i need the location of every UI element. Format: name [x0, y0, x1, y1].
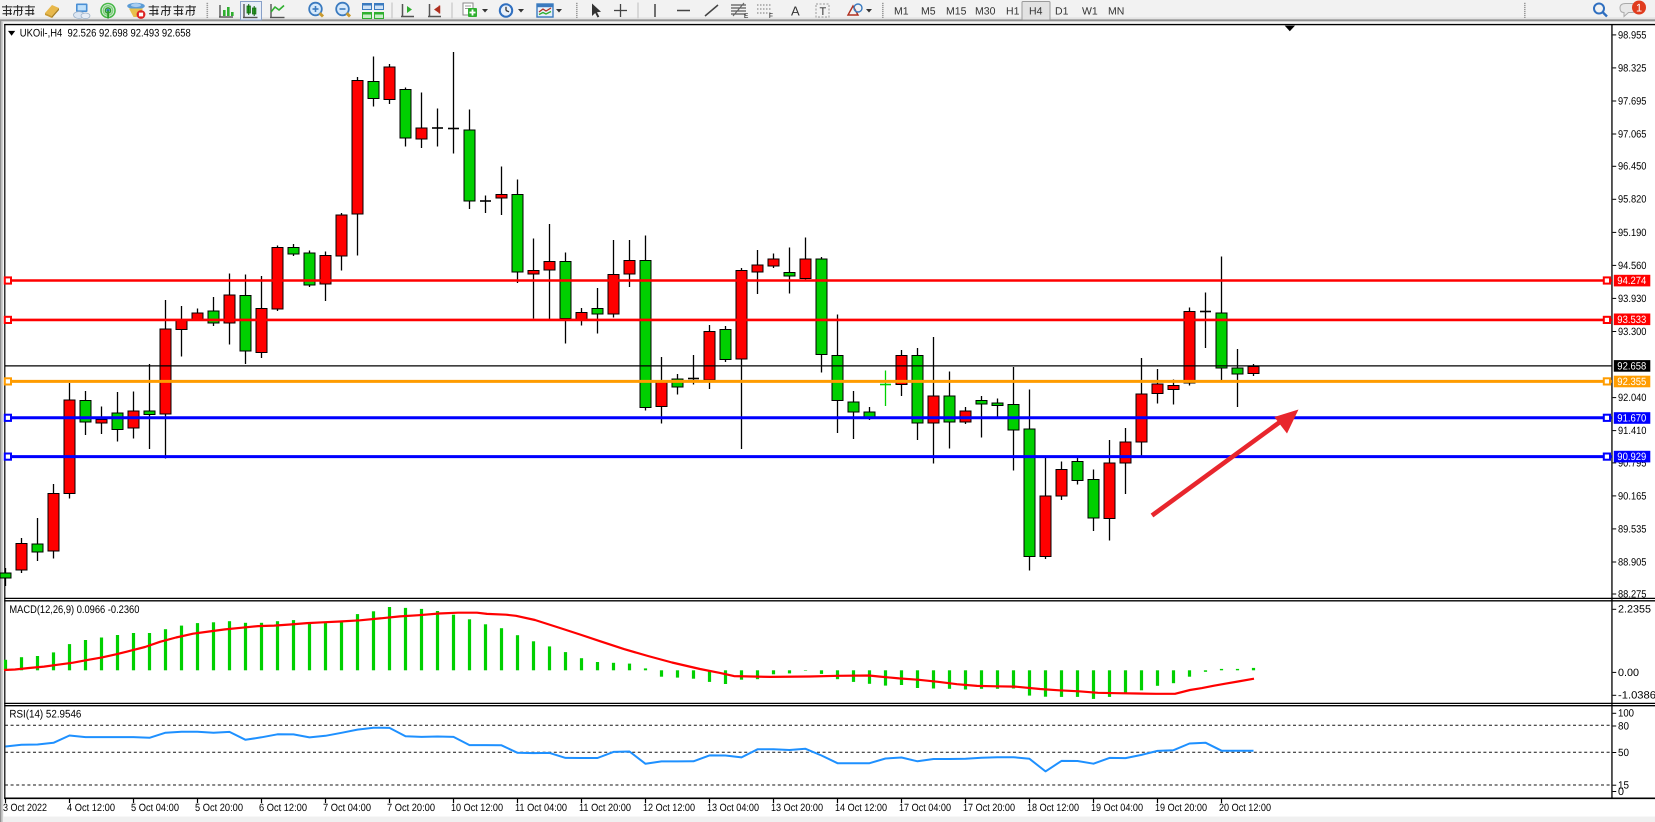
svg-text:88.905: 88.905 [1618, 556, 1647, 568]
svg-text:92.040: 92.040 [1618, 392, 1647, 404]
svg-text:MACD(12,26,9) 0.0966 -0.2360: MACD(12,26,9) 0.0966 -0.2360 [9, 604, 139, 616]
svg-text:RSI(14) 52.9546: RSI(14) 52.9546 [9, 708, 81, 720]
svg-text:17 Oct 04:00: 17 Oct 04:00 [899, 802, 951, 814]
svg-text:UKOil-,H4 92.526 92.698 92.49: UKOil-,H4 92.526 92.698 92.493 92.658 [20, 27, 191, 39]
svg-text:97.065: 97.065 [1618, 128, 1647, 140]
svg-text:4 Oct 12:00: 4 Oct 12:00 [67, 802, 115, 814]
svg-text:H1: H1 [1006, 6, 1020, 18]
svg-text:92.355: 92.355 [1617, 376, 1646, 388]
svg-text:88.275: 88.275 [1618, 588, 1647, 600]
svg-text:19 Oct 04:00: 19 Oct 04:00 [1091, 802, 1143, 814]
svg-text:5 Oct 20:00: 5 Oct 20:00 [195, 802, 243, 814]
svg-text:M5: M5 [921, 6, 936, 18]
svg-text:3 Oct 2022: 3 Oct 2022 [3, 802, 47, 814]
svg-text:15: 15 [1618, 780, 1629, 792]
svg-text:D1: D1 [1055, 6, 1069, 18]
svg-text:M1: M1 [894, 6, 909, 18]
svg-text:89.535: 89.535 [1618, 523, 1647, 535]
svg-text:91.670: 91.670 [1617, 413, 1646, 425]
svg-text:E: E [744, 13, 749, 20]
svg-text:-1.0386: -1.0386 [1618, 690, 1655, 702]
svg-text:13 Oct 20:00: 13 Oct 20:00 [771, 802, 823, 814]
svg-text:1: 1 [1636, 2, 1642, 14]
svg-text:93.533: 93.533 [1617, 314, 1646, 326]
svg-text:93.300: 93.300 [1618, 326, 1647, 338]
svg-text:97.695: 97.695 [1618, 95, 1647, 107]
svg-text:6 Oct 12:00: 6 Oct 12:00 [259, 802, 307, 814]
svg-text:13 Oct 04:00: 13 Oct 04:00 [707, 802, 759, 814]
svg-text:20 Oct 12:00: 20 Oct 12:00 [1219, 802, 1271, 814]
svg-text:2.2355: 2.2355 [1618, 604, 1651, 616]
svg-text:MN: MN [1108, 6, 1124, 18]
svg-text:A: A [791, 4, 800, 19]
svg-text:90.165: 90.165 [1618, 490, 1647, 502]
svg-text:17 Oct 20:00: 17 Oct 20:00 [963, 802, 1015, 814]
svg-text:10 Oct 12:00: 10 Oct 12:00 [451, 802, 503, 814]
svg-text:7 Oct 04:00: 7 Oct 04:00 [323, 802, 371, 814]
svg-text:95.190: 95.190 [1618, 227, 1647, 239]
svg-text:19 Oct 20:00: 19 Oct 20:00 [1155, 802, 1207, 814]
svg-text:11 Oct 04:00: 11 Oct 04:00 [515, 802, 567, 814]
svg-text:94.274: 94.274 [1617, 275, 1646, 287]
svg-text:0.00: 0.00 [1618, 667, 1639, 679]
svg-text:90.929: 90.929 [1617, 451, 1646, 463]
svg-text:96.450: 96.450 [1618, 161, 1647, 173]
svg-text:98.955: 98.955 [1618, 29, 1647, 41]
svg-text:M30: M30 [975, 6, 996, 18]
svg-text:18 Oct 12:00: 18 Oct 12:00 [1027, 802, 1079, 814]
svg-text:F: F [769, 13, 773, 20]
svg-text:94.560: 94.560 [1618, 260, 1647, 272]
svg-text:11 Oct 20:00: 11 Oct 20:00 [579, 802, 631, 814]
svg-text:H4: H4 [1029, 6, 1043, 18]
svg-text:0: 0 [1618, 786, 1624, 798]
svg-text:93.930: 93.930 [1618, 293, 1647, 305]
svg-text:98.325: 98.325 [1618, 62, 1647, 74]
svg-text:95.820: 95.820 [1618, 194, 1647, 206]
svg-text:14 Oct 12:00: 14 Oct 12:00 [835, 802, 887, 814]
svg-text:W1: W1 [1082, 6, 1098, 18]
svg-text:5 Oct 04:00: 5 Oct 04:00 [131, 802, 179, 814]
svg-text:M15: M15 [946, 6, 967, 18]
svg-text:50: 50 [1618, 747, 1629, 759]
svg-text:T: T [820, 6, 827, 18]
svg-text:80: 80 [1618, 720, 1629, 732]
svg-text:12 Oct 12:00: 12 Oct 12:00 [643, 802, 695, 814]
svg-text:100: 100 [1618, 708, 1634, 720]
svg-text:7 Oct 20:00: 7 Oct 20:00 [387, 802, 435, 814]
svg-text:92.658: 92.658 [1617, 361, 1646, 373]
svg-text:91.410: 91.410 [1618, 425, 1647, 437]
